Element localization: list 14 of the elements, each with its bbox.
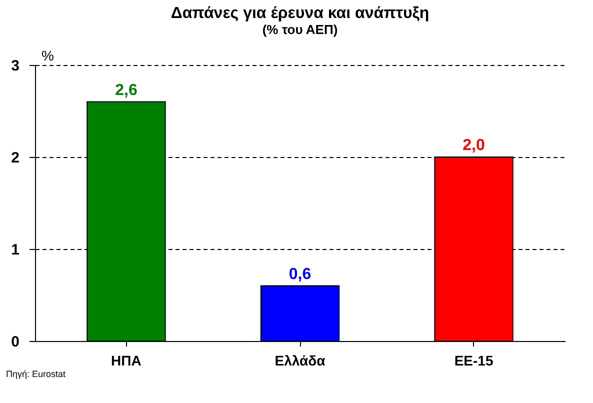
y-axis-title: % [42,48,54,64]
chart-title: Δαπάνες για έρευνα και ανάπτυξη [170,5,430,22]
y-tick-label: 0 [11,334,20,350]
x-tick-label: ΗΠΑ [111,352,142,368]
y-tick-label: 1 [11,242,20,258]
x-tick-label: Ελλάδα [274,352,326,368]
data-label: 0,6 [288,266,312,283]
text: Πηγή: Eurostat [6,368,67,380]
x-tick-label: ΕΕ-15 [454,352,494,368]
data-label: 2,6 [115,82,138,99]
y-tick-label: 3 [11,58,20,74]
y-tick-label: 2 [11,150,20,166]
data-label: 2,0 [462,137,485,154]
chart-subtitle: (% του ΑΕΠ) [262,22,338,37]
